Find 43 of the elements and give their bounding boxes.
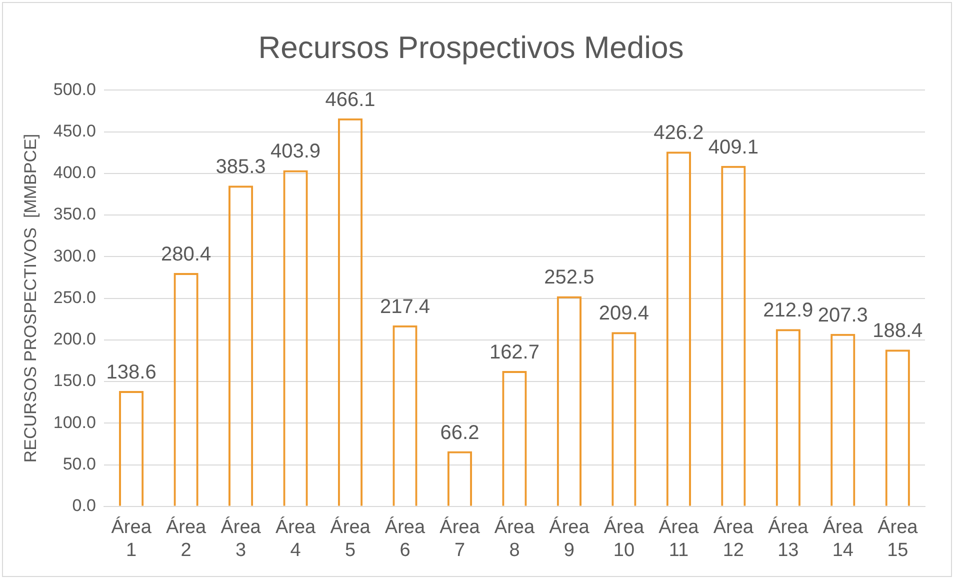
x-tick-label: Área 13 — [768, 516, 809, 561]
y-tick-label: 500.0 — [53, 80, 96, 99]
y-tick-label: 100.0 — [53, 412, 96, 432]
x-tick-label: Área 10 — [604, 516, 644, 561]
data-label: 66.2 — [440, 422, 480, 444]
data-label: 209.4 — [598, 302, 649, 325]
x-tick-label: Área 15 — [878, 516, 918, 561]
data-label: 138.6 — [106, 362, 156, 384]
y-tick-label: 300.0 — [53, 246, 96, 266]
data-label: 162.7 — [489, 341, 540, 364]
x-tick-label: Área 4 — [275, 516, 316, 561]
data-label: 403.9 — [270, 140, 321, 163]
chart-title: Recursos Prospectivos Medios — [258, 30, 684, 66]
x-tick-label: Área 8 — [494, 516, 535, 561]
y-tick-label: 50.0 — [62, 454, 96, 474]
data-label: 409.1 — [708, 136, 758, 158]
y-tick-label: 150.0 — [53, 371, 96, 390]
x-tick-label: Área 12 — [713, 516, 754, 561]
y-tick-label: 250.0 — [53, 288, 96, 307]
x-tick-label: Área 6 — [384, 516, 426, 561]
data-label: 385.3 — [216, 156, 266, 178]
x-tick-label: Área 9 — [549, 516, 590, 561]
data-label: 217.4 — [380, 296, 430, 318]
x-tick-label: Área 7 — [440, 516, 480, 561]
x-tick-label: Área 5 — [330, 516, 371, 561]
data-label: 252.5 — [544, 266, 594, 289]
data-label: 188.4 — [872, 320, 923, 342]
data-label: 212.9 — [763, 300, 814, 322]
data-label: 426.2 — [654, 122, 704, 144]
x-tick-label: Área 2 — [166, 516, 207, 561]
y-axis-title: RECURSOS PROSPECTIVOS [MMBPCE] — [20, 134, 40, 463]
x-tick-label: Área 11 — [658, 516, 700, 561]
x-tick-label: Área 3 — [220, 516, 262, 561]
data-label: 466.1 — [325, 88, 376, 111]
y-tick-label: 200.0 — [53, 330, 96, 349]
y-tick-label: 450.0 — [53, 122, 96, 141]
y-tick-label: 0.0 — [72, 496, 96, 516]
y-tick-label: 400.0 — [53, 163, 96, 182]
y-tick-label: 350.0 — [53, 204, 96, 224]
data-label: 280.4 — [161, 244, 212, 266]
x-tick-label: Área 14 — [822, 516, 864, 561]
x-tick-label: Área 1 — [111, 516, 152, 561]
data-label: 207.3 — [818, 304, 868, 326]
